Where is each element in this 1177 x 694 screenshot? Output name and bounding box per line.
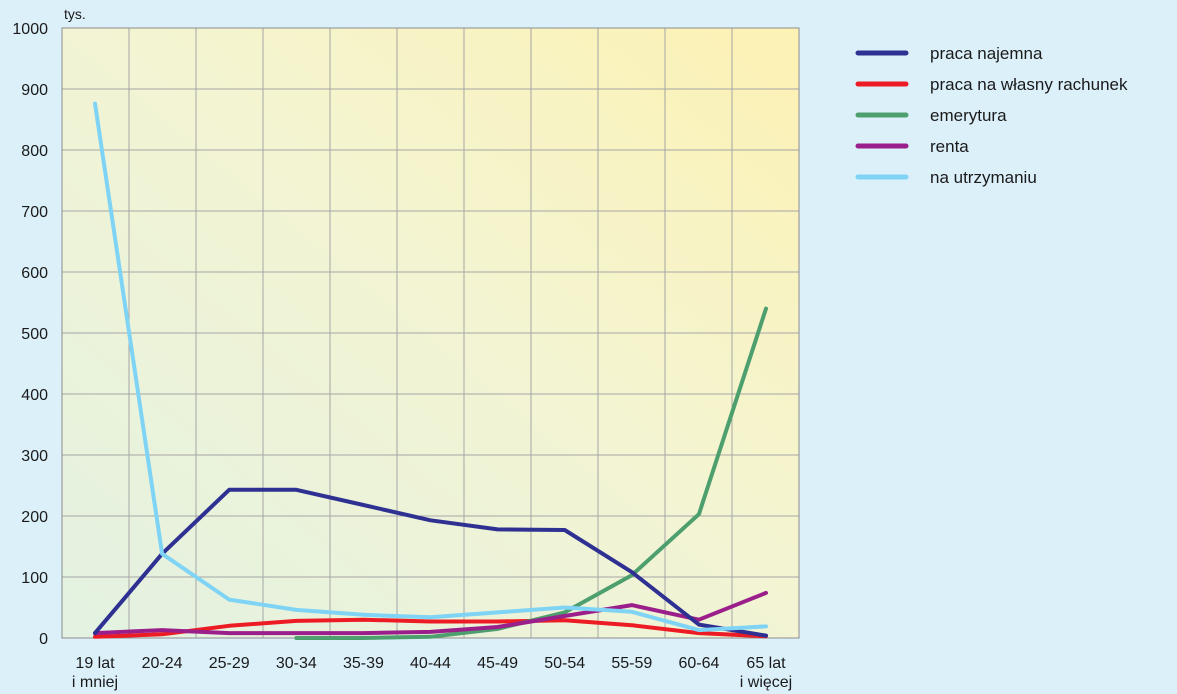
x-tick-label: 35-39 xyxy=(343,655,384,672)
y-tick-label: 200 xyxy=(21,509,48,526)
y-tick-label: 600 xyxy=(21,265,48,282)
series-line xyxy=(93,487,768,638)
legend-label: praca najemna xyxy=(930,44,1043,63)
y-tick-label: 400 xyxy=(21,387,48,404)
y-tick-label: 900 xyxy=(21,82,48,99)
x-tick-label: 45-49 xyxy=(477,655,518,672)
x-tick-label: 20-24 xyxy=(142,655,183,672)
x-axis-ticks: 19 lat i mniej 20-24 25-29 30-34 35-39 40-44 45… xyxy=(72,655,792,691)
series-line xyxy=(93,617,768,639)
y-tick-label: 0 xyxy=(39,631,48,648)
y-tick-label: 1000 xyxy=(12,21,48,38)
legend-label: na utrzymaniu xyxy=(930,168,1037,187)
x-tick-label: 19 lat xyxy=(75,655,115,672)
legend-label: emerytura xyxy=(930,106,1007,125)
x-tick-label: 60-64 xyxy=(678,655,719,672)
x-tick-label: 40-44 xyxy=(410,655,451,672)
y-tick-label: 700 xyxy=(21,204,48,221)
y-axis-ticks: 0 100 200 300 400 500 600 700 800 900 1000 xyxy=(12,21,48,648)
x-tick-label: 50-54 xyxy=(544,655,585,672)
y-tick-label: 300 xyxy=(21,448,48,465)
x-tick-label: 65 lat xyxy=(746,655,786,672)
series-lines xyxy=(93,101,768,640)
y-tick-label: 800 xyxy=(21,143,48,160)
legend-label: praca na własny rachunek xyxy=(930,75,1128,94)
legend-label: renta xyxy=(930,137,969,156)
y-tick-label: 500 xyxy=(21,326,48,343)
series-line xyxy=(93,101,768,633)
x-tick-label: i mniej xyxy=(72,674,118,691)
x-tick-label: i więcej xyxy=(740,674,792,691)
series-line xyxy=(93,590,768,636)
unit-label: tys. xyxy=(64,6,86,22)
legend: praca najemna praca na własny rachunek eme… xyxy=(855,44,1128,187)
y-tick-label: 100 xyxy=(21,570,48,587)
x-tick-label: 55-59 xyxy=(611,655,652,672)
x-tick-label: 30-34 xyxy=(276,655,317,672)
x-tick-label: 25-29 xyxy=(209,655,250,672)
